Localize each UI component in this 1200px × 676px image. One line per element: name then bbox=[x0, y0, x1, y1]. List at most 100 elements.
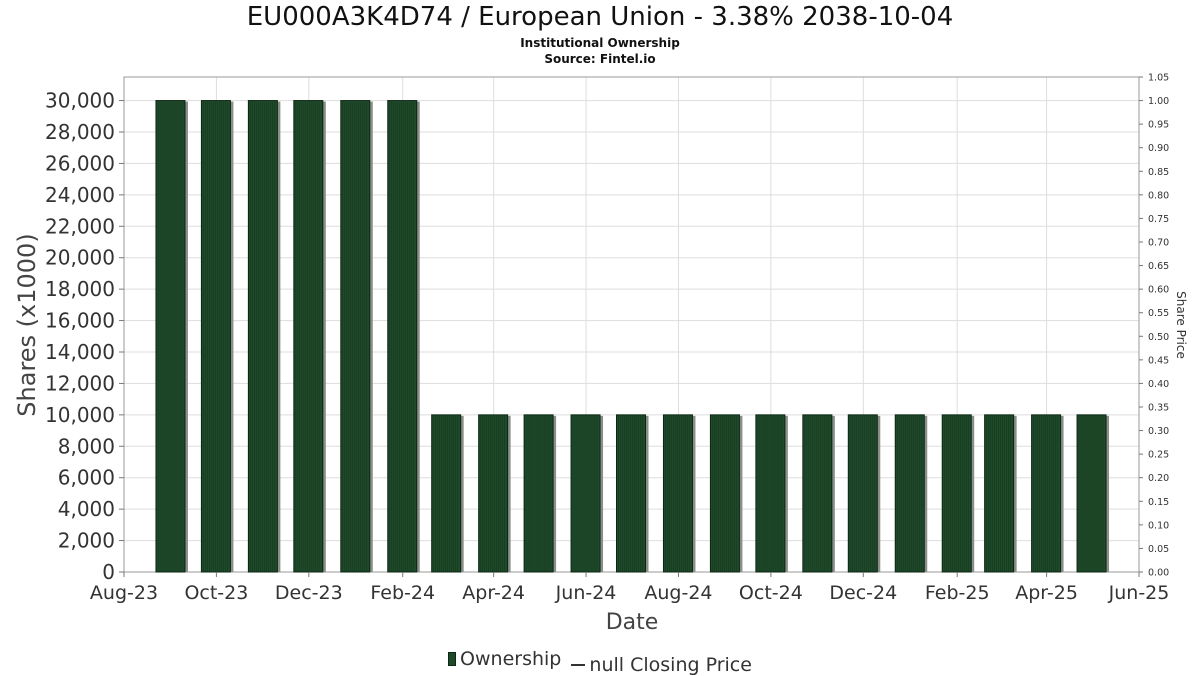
y-tick-label: 6,000 bbox=[58, 466, 115, 490]
legend-item-ownership: Ownership bbox=[448, 648, 561, 670]
bar bbox=[941, 414, 975, 573]
bar bbox=[802, 414, 835, 573]
bar bbox=[387, 100, 420, 573]
legend-label-ownership: Ownership bbox=[460, 648, 562, 670]
y2-tick-label: 0.50 bbox=[1148, 332, 1169, 343]
bar-body bbox=[941, 414, 972, 573]
bar-body bbox=[247, 100, 278, 573]
bar-texture bbox=[757, 415, 783, 572]
bar-texture bbox=[896, 415, 922, 572]
y2-tick-label: 0.05 bbox=[1148, 544, 1169, 555]
y-tick-label: 24,000 bbox=[45, 183, 115, 207]
y2-tick-label: 0.60 bbox=[1148, 285, 1169, 296]
bar bbox=[200, 100, 234, 573]
bar-body bbox=[387, 100, 418, 573]
y-tick-label: 22,000 bbox=[45, 214, 115, 238]
bar-texture bbox=[943, 415, 969, 572]
y2-tick-label: 0.95 bbox=[1148, 120, 1169, 131]
bar bbox=[755, 414, 788, 573]
y2-tick-label: 0.25 bbox=[1148, 450, 1169, 461]
y-tick-label: 26,000 bbox=[45, 151, 115, 175]
bar bbox=[340, 100, 373, 573]
y2-tick-label: 0.90 bbox=[1148, 143, 1169, 154]
x-tick-label: Apr-24 bbox=[462, 582, 525, 604]
y-tick-label: 12,000 bbox=[45, 371, 115, 395]
y2-tick-label: 0.15 bbox=[1148, 497, 1169, 508]
y2-tick-label: 0.00 bbox=[1148, 568, 1169, 579]
bar-body bbox=[984, 414, 1015, 573]
bar bbox=[431, 414, 464, 573]
bar-texture bbox=[342, 101, 368, 572]
bar-body bbox=[523, 414, 554, 573]
x-tick-label: Oct-23 bbox=[184, 582, 248, 604]
bar-body bbox=[293, 100, 324, 573]
y-tick-label: 16,000 bbox=[45, 309, 115, 333]
bar bbox=[570, 414, 604, 573]
x-tick-label: Jun-25 bbox=[1108, 582, 1170, 604]
bar-texture bbox=[849, 415, 875, 572]
x-axis: Aug-23 Oct-23 Dec-23 Feb-24 Apr-24 Jun-24 Aug-… bbox=[90, 572, 1169, 604]
y2-tick-label: 0.85 bbox=[1148, 167, 1169, 178]
x-tick-label: Dec-23 bbox=[275, 582, 343, 604]
bar-body bbox=[431, 414, 462, 573]
x-tick-label: Aug-24 bbox=[644, 582, 712, 604]
y2-tick-label: 0.45 bbox=[1148, 355, 1169, 366]
y-tick-label: 0 bbox=[102, 560, 115, 584]
chart-source: Source: Fintel.io bbox=[544, 52, 656, 66]
bar-texture bbox=[250, 101, 275, 572]
bar-body bbox=[1031, 414, 1062, 573]
bars-layer bbox=[155, 100, 1110, 573]
bar-body bbox=[709, 414, 740, 573]
y2-tick-label: 0.35 bbox=[1148, 403, 1169, 414]
bar-texture bbox=[572, 415, 598, 572]
bar bbox=[847, 414, 881, 573]
bar-body bbox=[894, 414, 925, 573]
y-tick-label: 30,000 bbox=[45, 89, 115, 113]
bar-texture bbox=[157, 101, 183, 572]
bar bbox=[478, 414, 511, 573]
x-tick-label: Feb-24 bbox=[370, 582, 435, 604]
bar-body bbox=[662, 414, 693, 573]
bar bbox=[247, 100, 281, 573]
chart-subtitle: Institutional Ownership bbox=[520, 36, 680, 50]
x-tick-label: Apr-25 bbox=[1015, 582, 1078, 604]
x-tick-label: Aug-23 bbox=[90, 582, 158, 604]
y-axis-label: Shares (x1000) bbox=[13, 233, 41, 416]
bar bbox=[155, 100, 188, 573]
x-tick-label: Feb-25 bbox=[925, 582, 990, 604]
x-tick-label: Jun-24 bbox=[555, 582, 617, 604]
x-tick-label: Dec-24 bbox=[829, 582, 897, 604]
y-tick-label: 8,000 bbox=[58, 434, 115, 458]
y2-tick-label: 0.70 bbox=[1148, 238, 1169, 249]
bar bbox=[616, 414, 649, 573]
legend-item-closing-price: null Closing Price bbox=[571, 654, 752, 676]
y-axis: 0 2,000 4,000 6,000 8,000 10,000 12,000 14,000 1… bbox=[45, 89, 124, 584]
y-tick-label: 28,000 bbox=[45, 120, 115, 144]
legend-label-closing-price: null Closing Price bbox=[589, 654, 752, 676]
bar-texture bbox=[618, 415, 643, 572]
bar bbox=[894, 414, 928, 573]
bar-body bbox=[616, 414, 646, 573]
line-swatch-icon bbox=[571, 664, 586, 666]
y2-tick-label: 0.10 bbox=[1148, 520, 1169, 531]
bar-body bbox=[755, 414, 786, 573]
y2-tick-label: 0.75 bbox=[1148, 214, 1169, 225]
secondary-y-axis-label: Share Price bbox=[1174, 291, 1188, 359]
y-tick-label: 10,000 bbox=[45, 403, 115, 427]
secondary-y-axis: 0.00 0.05 0.10 0.15 0.20 0.25 0.30 0.35 0.40 0.45… bbox=[1139, 73, 1169, 579]
y2-tick-label: 1.05 bbox=[1148, 73, 1169, 84]
y2-tick-label: 1.00 bbox=[1148, 96, 1169, 107]
bar-texture bbox=[480, 415, 505, 572]
y2-tick-label: 0.40 bbox=[1148, 379, 1169, 390]
bar-body bbox=[340, 100, 371, 573]
x-tick-label: Oct-24 bbox=[739, 582, 803, 604]
bar-texture bbox=[665, 415, 690, 572]
bar-texture bbox=[295, 101, 321, 572]
y2-tick-label: 0.65 bbox=[1148, 261, 1169, 272]
bar-texture bbox=[1033, 415, 1058, 572]
bar bbox=[293, 100, 326, 573]
bar-texture bbox=[525, 415, 551, 572]
bar bbox=[984, 414, 1017, 573]
bar bbox=[1031, 414, 1064, 573]
